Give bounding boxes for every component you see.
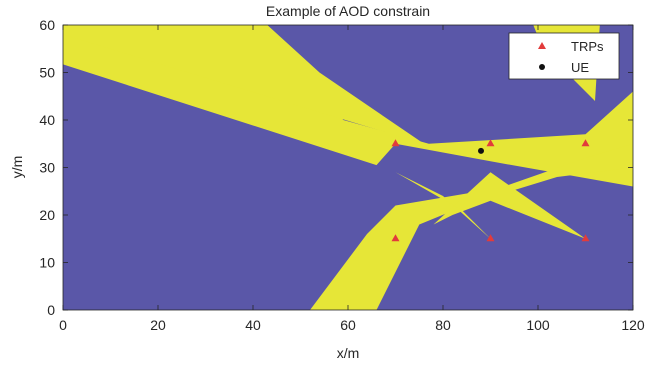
legend-ue-marker: [539, 64, 545, 70]
x-axis-ticks: 0 20 40 60 80 100 120: [59, 25, 645, 333]
trp-marker: [391, 139, 400, 147]
feasible-region: [433, 172, 586, 239]
y-tick-label: 60: [39, 17, 55, 33]
legend: TRPs UE: [508, 32, 620, 80]
trp-marker: [391, 234, 400, 242]
legend-trp-marker: [538, 42, 546, 49]
x-tick-label: 100: [526, 317, 550, 333]
y-tick-label: 20: [39, 207, 55, 223]
feasible-region: [310, 143, 633, 310]
markers: [391, 139, 590, 242]
y-tick-label: 30: [39, 160, 55, 176]
ue-marker: [478, 147, 484, 154]
legend-ue-label: UE: [571, 60, 589, 75]
y-tick-label: 10: [39, 255, 55, 271]
x-tick-label: 80: [435, 317, 451, 333]
x-tick-label: 20: [150, 317, 166, 333]
x-axis-label: x/m: [337, 345, 360, 361]
feasible-region: [63, 25, 424, 144]
x-tick-label: 120: [621, 317, 645, 333]
trp-marker: [581, 139, 590, 147]
x-tick-label: 0: [59, 317, 67, 333]
trp-marker: [581, 234, 590, 242]
y-axis-label: y/m: [9, 156, 25, 179]
x-tick-label: 40: [245, 317, 261, 333]
trp-marker: [486, 139, 495, 147]
y-tick-label: 0: [47, 302, 55, 318]
legend-trp-label: TRPs: [571, 39, 604, 54]
trp-marker: [486, 234, 495, 242]
x-tick-label: 60: [340, 317, 356, 333]
y-tick-label: 50: [39, 65, 55, 81]
legend-box: [508, 32, 620, 80]
y-axis-ticks: 0 10 20 30 40 50 60: [39, 17, 633, 318]
chart-title: Example of AOD constrain: [266, 3, 430, 19]
y-tick-label: 40: [39, 112, 55, 128]
